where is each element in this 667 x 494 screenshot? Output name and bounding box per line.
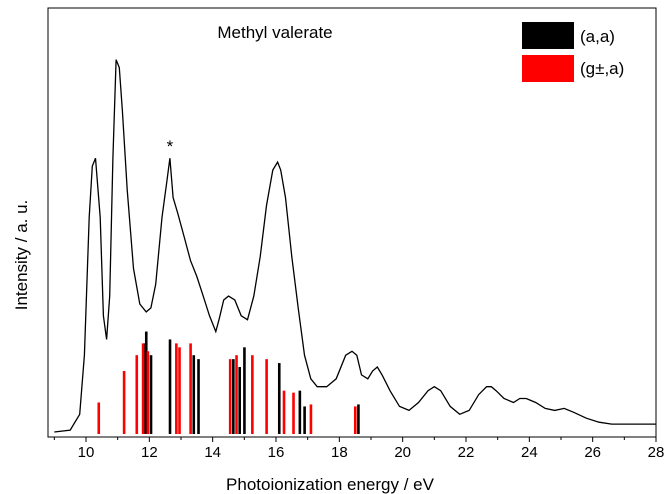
legend-label-ga: (g±,a) — [580, 59, 624, 78]
stick-ga-11 — [265, 359, 268, 434]
stick-ga-5 — [175, 343, 178, 434]
x-tick-label-16: 16 — [268, 444, 285, 461]
x-tick-label-20: 20 — [394, 444, 411, 461]
x-tick-label-22: 22 — [458, 444, 475, 461]
stick-ga-13 — [292, 392, 295, 434]
stick-ga-3 — [141, 343, 145, 434]
x-tick-label-26: 26 — [584, 444, 601, 461]
x-tick-label-28: 28 — [648, 444, 665, 461]
x-tick-label-18: 18 — [331, 444, 348, 461]
x-axis-label: Photoionization energy / eV — [226, 475, 435, 494]
stick-ga-10 — [251, 355, 254, 434]
legend: (a,a) (g±,a) — [522, 22, 624, 82]
chart-title: Methyl valerate — [217, 23, 332, 42]
stick-ga-1 — [122, 370, 126, 434]
stick-aa-5 — [197, 359, 200, 434]
stick-aa-7 — [238, 367, 241, 434]
stick-aa-3 — [168, 339, 172, 434]
stick-ga-12 — [282, 390, 286, 434]
stick-ga-6 — [178, 347, 181, 434]
x-tick-label-24: 24 — [521, 444, 538, 461]
stick-ga-9 — [235, 355, 238, 434]
peak-annotation: * — [167, 137, 174, 156]
stick-ga-7 — [189, 343, 192, 434]
x-tick-label-14: 14 — [204, 444, 221, 461]
stick-ga-8 — [228, 359, 232, 434]
spectrum-line — [54, 59, 656, 433]
stick-aa-8 — [243, 347, 246, 434]
stick-bars — [97, 331, 360, 434]
legend-swatch-ga — [522, 55, 574, 82]
legend-swatch-aa — [522, 22, 574, 49]
stick-ga-0 — [97, 402, 101, 434]
stick-aa-10 — [298, 390, 302, 434]
stick-ga-4 — [146, 351, 150, 434]
stick-ga-2 — [135, 355, 139, 434]
x-tick-label-10: 10 — [78, 444, 95, 461]
stick-aa-4 — [192, 355, 196, 434]
stick-aa-12 — [357, 404, 360, 434]
plot-frame — [47, 7, 657, 438]
stick-aa-2 — [149, 355, 153, 434]
stick-aa-1 — [144, 331, 148, 434]
stick-aa-11 — [303, 406, 306, 434]
x-tick-label-12: 12 — [141, 444, 158, 461]
stick-ga-14 — [309, 404, 313, 434]
y-axis-label: Intensity / a. u. — [12, 200, 31, 311]
stick-aa-6 — [232, 359, 235, 434]
stick-aa-0 — [143, 343, 146, 434]
legend-label-aa: (a,a) — [580, 27, 615, 46]
stick-aa-9 — [277, 363, 281, 434]
x-ticks: 10 12 14 16 18 20 22 24 26 28 — [53, 437, 665, 461]
stick-ga-15 — [353, 406, 357, 434]
